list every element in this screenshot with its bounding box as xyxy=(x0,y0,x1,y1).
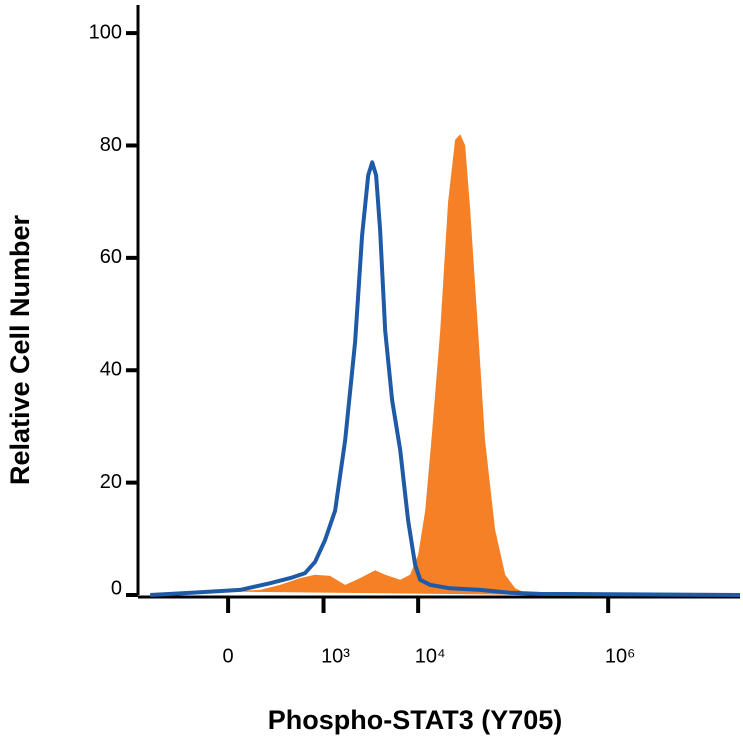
x-tick-label: 0 xyxy=(223,645,234,667)
y-tick-label: 80 xyxy=(100,134,122,156)
histogram-area xyxy=(185,134,541,595)
y-tick-label: 0 xyxy=(111,577,122,599)
x-tick-label: 10⁶ xyxy=(605,645,635,667)
x-axis-title: Phospho-STAT3 (Y705) xyxy=(268,705,563,735)
x-tick-label: 10⁴ xyxy=(415,645,446,667)
y-tick-label: 40 xyxy=(100,359,122,381)
y-axis-title: Relative Cell Number xyxy=(5,214,35,485)
y-tick-label: 60 xyxy=(100,246,122,268)
histogram-line xyxy=(150,160,741,597)
y-tick-label: 100 xyxy=(89,21,122,43)
x-tick-label: 10³ xyxy=(321,645,350,667)
y-tick-label: 20 xyxy=(100,471,122,493)
